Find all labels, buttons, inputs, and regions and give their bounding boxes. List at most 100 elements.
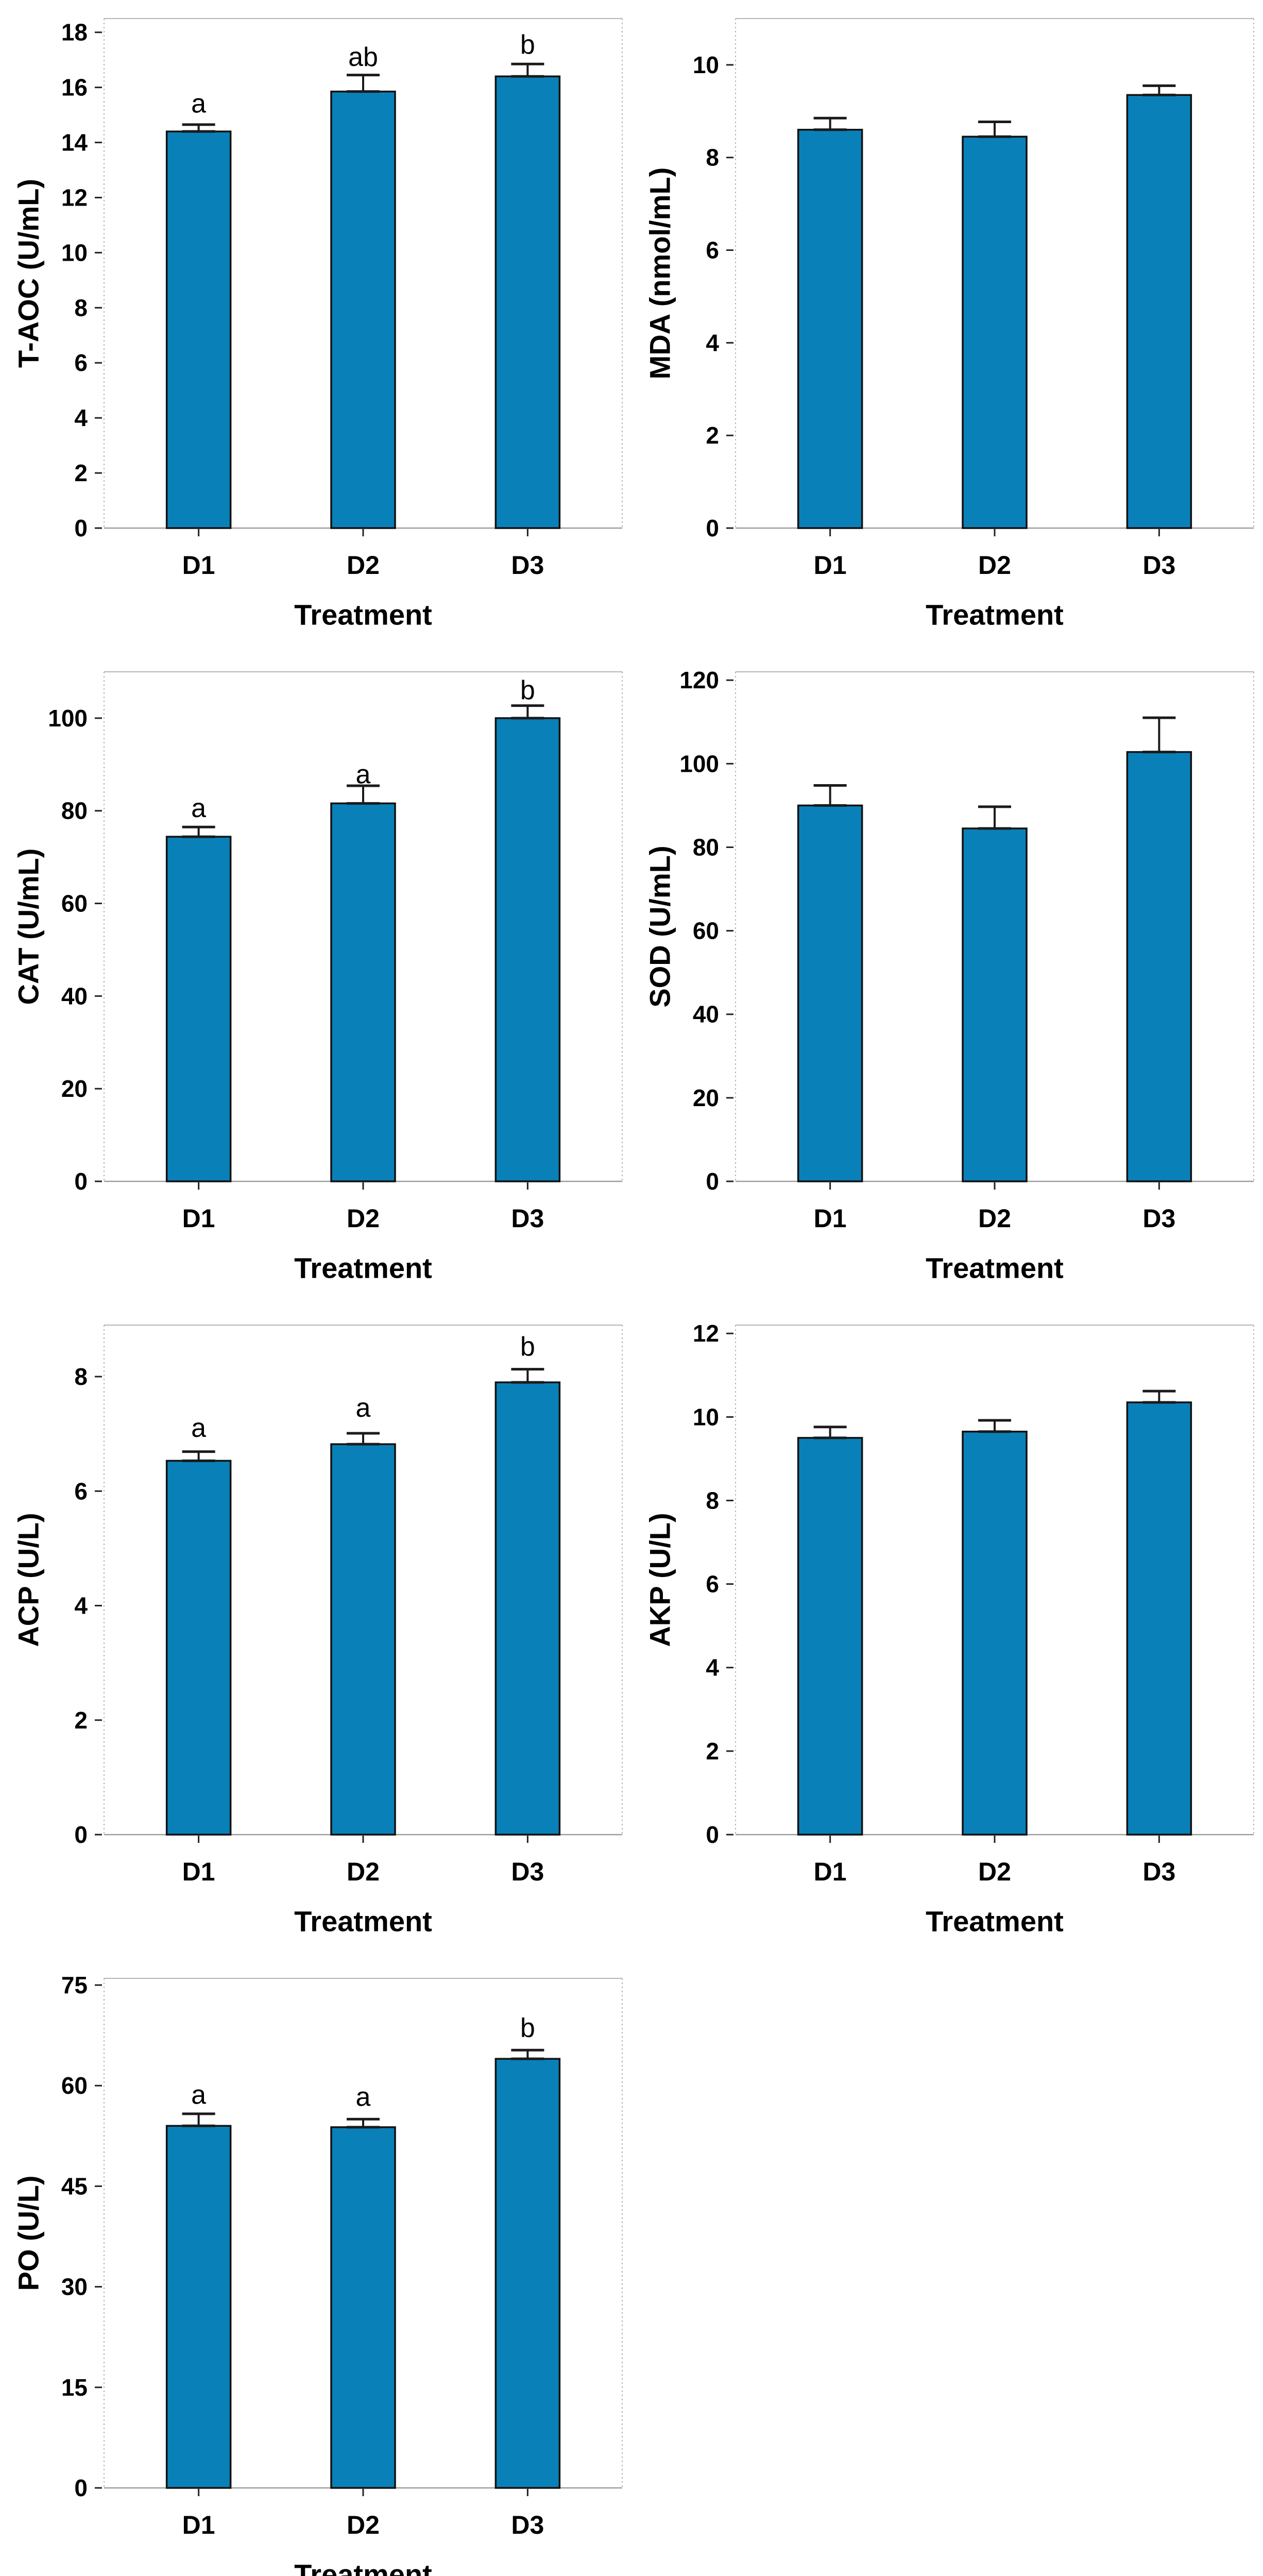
- bar-D3: [494, 75, 561, 529]
- y-tick-label: 6: [74, 349, 88, 376]
- x-tick-label-D2: D2: [978, 1857, 1011, 1886]
- x-axis-label: Treatment: [926, 1905, 1064, 1938]
- y-axis-label: T-AOC (U/mL): [12, 179, 45, 368]
- y-tick-label: 20: [693, 1084, 719, 1111]
- bar-D1: [165, 1460, 232, 1836]
- chart-mda: 0 2 4 6 8 10 D1 D2 D3 MDA (nmol/mL) Treatment: [632, 0, 1263, 653]
- y-tick-label: 4: [74, 404, 88, 431]
- x-tick-label-D1: D1: [182, 1204, 215, 1233]
- x-tick-label-D3: D3: [1142, 1204, 1175, 1233]
- sig-letter-D3: b: [520, 30, 535, 60]
- x-tick-label-D2: D2: [347, 1204, 380, 1233]
- y-axis-label: PO (U/L): [12, 2176, 45, 2291]
- y-tick-label: 30: [61, 2274, 88, 2300]
- x-tick-label-D2: D2: [347, 2511, 380, 2539]
- chart-cat: 0 20 40 60 80 100 D1 a D2 a D3 b CAT (U/mL) Treatment: [0, 653, 632, 1307]
- sig-letter-D2: a: [356, 1393, 371, 1423]
- x-tick-label-D3: D3: [511, 2511, 544, 2539]
- chart-t-aoc: 0 2 4 6 8 10 12 14 16 18 D1 a D2 ab D3 b T-AOC (U/mL) Tre…: [0, 0, 632, 653]
- y-tick-label: 80: [61, 798, 88, 824]
- x-tick-label-D3: D3: [1142, 551, 1175, 580]
- sig-letter-D2: ab: [348, 42, 378, 72]
- bar-D2: [330, 1443, 396, 1836]
- plot-cat: 0 20 40 60 80 100 D1 a D2 a D3 b CAT (U/mL) Treatment: [12, 671, 623, 1284]
- plot-sod: 0 20 40 60 80 100 120 D1 D2 D3 SOD (U/mL) Treatment: [644, 667, 1254, 1284]
- bar-D2: [962, 1430, 1028, 1836]
- y-tick-label: 80: [693, 834, 719, 860]
- y-tick-label: 40: [61, 982, 88, 1009]
- y-axis-label: MDA (nmol/mL): [644, 167, 676, 380]
- chart-po: 0 15 30 45 60 75 D1 a D2 a D3 b PO (U/L) Treatment: [0, 1960, 632, 2576]
- y-tick-label: 6: [706, 237, 719, 264]
- y-axis-label: AKP (U/L): [644, 1513, 676, 1647]
- bar-D2: [962, 827, 1028, 1182]
- bar-D1: [165, 2125, 232, 2489]
- plot-acp: 0 2 4 6 8 D1 a D2 a D3 b ACP (U/L) Treatment: [12, 1325, 623, 1938]
- bar-D1: [165, 130, 232, 529]
- y-tick-label: 16: [61, 74, 88, 101]
- y-tick-label: 4: [706, 329, 719, 356]
- y-tick-label: 12: [693, 1320, 719, 1347]
- y-axis-label: CAT (U/mL): [12, 849, 45, 1005]
- x-tick-label-D1: D1: [814, 1857, 847, 1886]
- x-tick-label-D2: D2: [978, 551, 1011, 580]
- x-tick-label-D1: D1: [182, 2511, 215, 2539]
- y-tick-label: 6: [74, 1478, 88, 1504]
- y-tick-label: 100: [48, 705, 88, 732]
- bar-D2: [330, 802, 396, 1182]
- plot-mda: 0 2 4 6 8 10 D1 D2 D3 MDA (nmol/mL) Treatment: [644, 18, 1254, 631]
- y-tick-label: 2: [706, 1738, 719, 1765]
- x-tick-label-D3: D3: [511, 1204, 544, 1233]
- bar-D3: [494, 2058, 561, 2489]
- bar-D1: [797, 804, 863, 1182]
- y-tick-label: 6: [706, 1571, 719, 1598]
- y-tick-label: 0: [706, 1168, 719, 1195]
- plot-akp: 0 2 4 6 8 10 12 D1 D2 D3 AKP (U/L) Treatment: [644, 1320, 1254, 1938]
- chart-sod: 0 20 40 60 80 100 120 D1 D2 D3 SOD (U/mL) Treatment: [632, 653, 1263, 1307]
- y-tick-label: 0: [706, 515, 719, 541]
- y-tick-label: 75: [61, 1972, 88, 1998]
- x-tick-label-D3: D3: [511, 1857, 544, 1886]
- y-tick-label: 2: [74, 1707, 88, 1734]
- y-tick-label: 20: [61, 1075, 88, 1102]
- x-axis-label: Treatment: [926, 1252, 1064, 1284]
- x-tick-label-D2: D2: [347, 551, 380, 580]
- plot-t-aoc: 0 2 4 6 8 10 12 14 16 18 D1 a D2 ab D3 b T-AOC (U/mL) Tre…: [12, 18, 623, 631]
- sig-letter-D2: a: [356, 2082, 371, 2112]
- bar-D3: [494, 717, 561, 1182]
- bar-D3: [1126, 1401, 1192, 1836]
- y-tick-label: 0: [74, 2475, 88, 2501]
- y-tick-label: 8: [706, 1487, 719, 1514]
- chart-akp: 0 2 4 6 8 10 12 D1 D2 D3 AKP (U/L) Treatment: [632, 1307, 1263, 1960]
- y-tick-label: 12: [61, 184, 88, 211]
- sig-letter-D2: a: [356, 760, 371, 790]
- y-tick-label: 18: [61, 19, 88, 46]
- y-tick-label: 120: [679, 667, 719, 693]
- plot-po: 0 15 30 45 60 75 D1 a D2 a D3 b PO (U/L) Treatment: [12, 1972, 623, 2576]
- bar-D3: [494, 1381, 561, 1836]
- y-tick-label: 0: [74, 1821, 88, 1848]
- x-tick-label-D2: D2: [347, 1857, 380, 1886]
- y-axis-label: ACP (U/L): [12, 1513, 45, 1647]
- x-axis-label: Treatment: [294, 599, 432, 631]
- sig-letter-D1: a: [191, 2080, 206, 2110]
- y-tick-label: 10: [61, 239, 88, 266]
- sig-letter-D3: b: [520, 2013, 535, 2043]
- x-tick-label-D3: D3: [1142, 1857, 1175, 1886]
- x-axis-label: Treatment: [926, 599, 1064, 631]
- y-tick-label: 8: [74, 294, 88, 321]
- y-tick-label: 2: [706, 422, 719, 449]
- y-tick-label: 60: [693, 918, 719, 944]
- bar-D3: [1126, 751, 1192, 1182]
- y-tick-label: 60: [61, 890, 88, 917]
- y-tick-label: 100: [679, 750, 719, 777]
- sig-letter-D1: a: [191, 793, 206, 823]
- empty-cell: [632, 1960, 1263, 2576]
- y-tick-label: 0: [706, 1821, 719, 1848]
- y-tick-label: 8: [706, 144, 719, 171]
- y-tick-label: 10: [693, 52, 719, 78]
- y-tick-label: 4: [706, 1654, 719, 1681]
- y-tick-label: 8: [74, 1363, 88, 1390]
- x-axis-label: Treatment: [294, 1905, 432, 1938]
